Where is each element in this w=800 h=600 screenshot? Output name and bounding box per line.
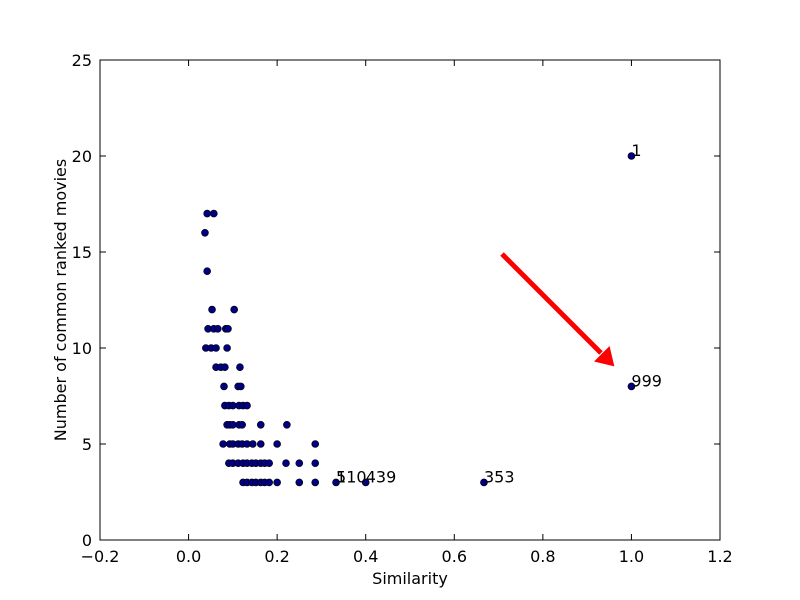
point [265, 478, 273, 487]
arrow-head [594, 346, 615, 367]
y-tick-label: 15 [72, 243, 92, 262]
annotation: 1 [631, 141, 641, 160]
point [627, 382, 636, 391]
point [223, 344, 231, 352]
point [273, 440, 281, 448]
point [311, 459, 320, 468]
x-tick-label: −0.2 [81, 547, 120, 566]
point [238, 420, 246, 429]
x-tick-label: 0.8 [530, 547, 555, 566]
y-tick-label: 25 [72, 51, 92, 70]
point [283, 420, 291, 429]
arrow-shaft [500, 252, 603, 355]
point [273, 478, 281, 487]
point [220, 382, 228, 391]
annotation: 999 [631, 371, 662, 390]
x-tick-label: 0.2 [264, 547, 289, 566]
point [248, 440, 257, 448]
point [282, 459, 290, 468]
x-tick-label: 1.2 [707, 547, 732, 566]
y-tick-label: 10 [72, 339, 92, 358]
point [212, 344, 220, 352]
point [214, 324, 222, 333]
point [295, 478, 304, 487]
y-tick-label: 5 [82, 435, 92, 454]
point [203, 267, 211, 276]
point [219, 440, 227, 448]
point [208, 305, 216, 314]
x-tick-label: 1.0 [619, 547, 644, 566]
point [627, 152, 636, 160]
arrow [500, 252, 615, 367]
point [201, 229, 209, 237]
annotation: 110 [336, 467, 367, 486]
y-tick-label: 0 [82, 531, 92, 550]
point [203, 209, 211, 218]
annotation: 439 [366, 467, 397, 486]
point [230, 305, 238, 314]
point [311, 440, 320, 448]
point [237, 382, 245, 391]
plot-frame [99, 59, 721, 541]
point [256, 440, 265, 448]
point [256, 420, 265, 429]
x-tick-label: 0.6 [442, 547, 467, 566]
x-tick-label: 0.0 [176, 547, 201, 566]
point [295, 459, 304, 468]
x-axis-label: Similarity [372, 569, 448, 588]
point [243, 401, 251, 410]
point [265, 459, 273, 468]
x-tick-label: 0.4 [353, 547, 378, 566]
point [332, 478, 340, 487]
y-axis-label: Number of common ranked movies [51, 159, 70, 441]
point [361, 478, 370, 487]
y-tick-label: 20 [72, 147, 92, 166]
annotation: 353 [484, 467, 515, 486]
point [224, 324, 232, 333]
point [311, 478, 320, 487]
point [221, 363, 229, 372]
point [210, 209, 218, 218]
annotation: 5 [336, 467, 346, 486]
point [236, 363, 244, 372]
point [480, 478, 488, 487]
